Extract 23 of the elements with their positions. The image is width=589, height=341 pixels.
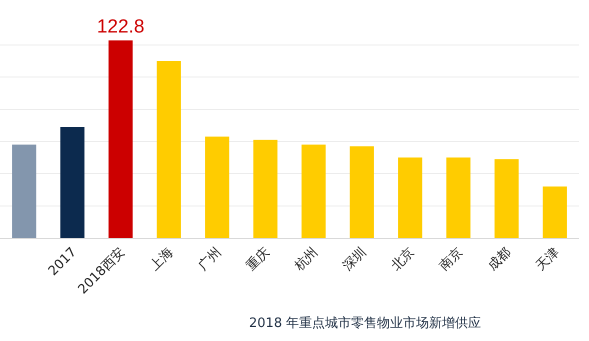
bar: [446, 158, 470, 238]
text: 2018 年重点城市零售物业市场新增供应: [249, 315, 482, 331]
bar: [398, 158, 422, 238]
bar: [494, 159, 519, 238]
bar: [302, 144, 326, 238]
x-tick-label: 深圳: [340, 244, 370, 274]
x-tick-label: 北京: [388, 244, 418, 274]
bar: [60, 126, 84, 238]
data-label: 122.8: [96, 16, 144, 38]
x-tick-label: 广州: [196, 244, 225, 274]
x-tick-label: 上海: [147, 244, 176, 274]
bar: [350, 146, 374, 238]
bar: [205, 136, 230, 238]
x-tick-label: 南京: [436, 244, 466, 274]
bar: [12, 144, 36, 238]
x-tick-label: 成都: [485, 244, 514, 274]
x-tick-label: 重庆: [244, 244, 273, 274]
x-tick-label: 天津: [533, 244, 562, 274]
bar: [108, 40, 133, 238]
bar: [542, 186, 567, 238]
bar: [156, 61, 181, 238]
x-tick-label: 杭州: [291, 244, 322, 275]
bar: [253, 140, 278, 238]
